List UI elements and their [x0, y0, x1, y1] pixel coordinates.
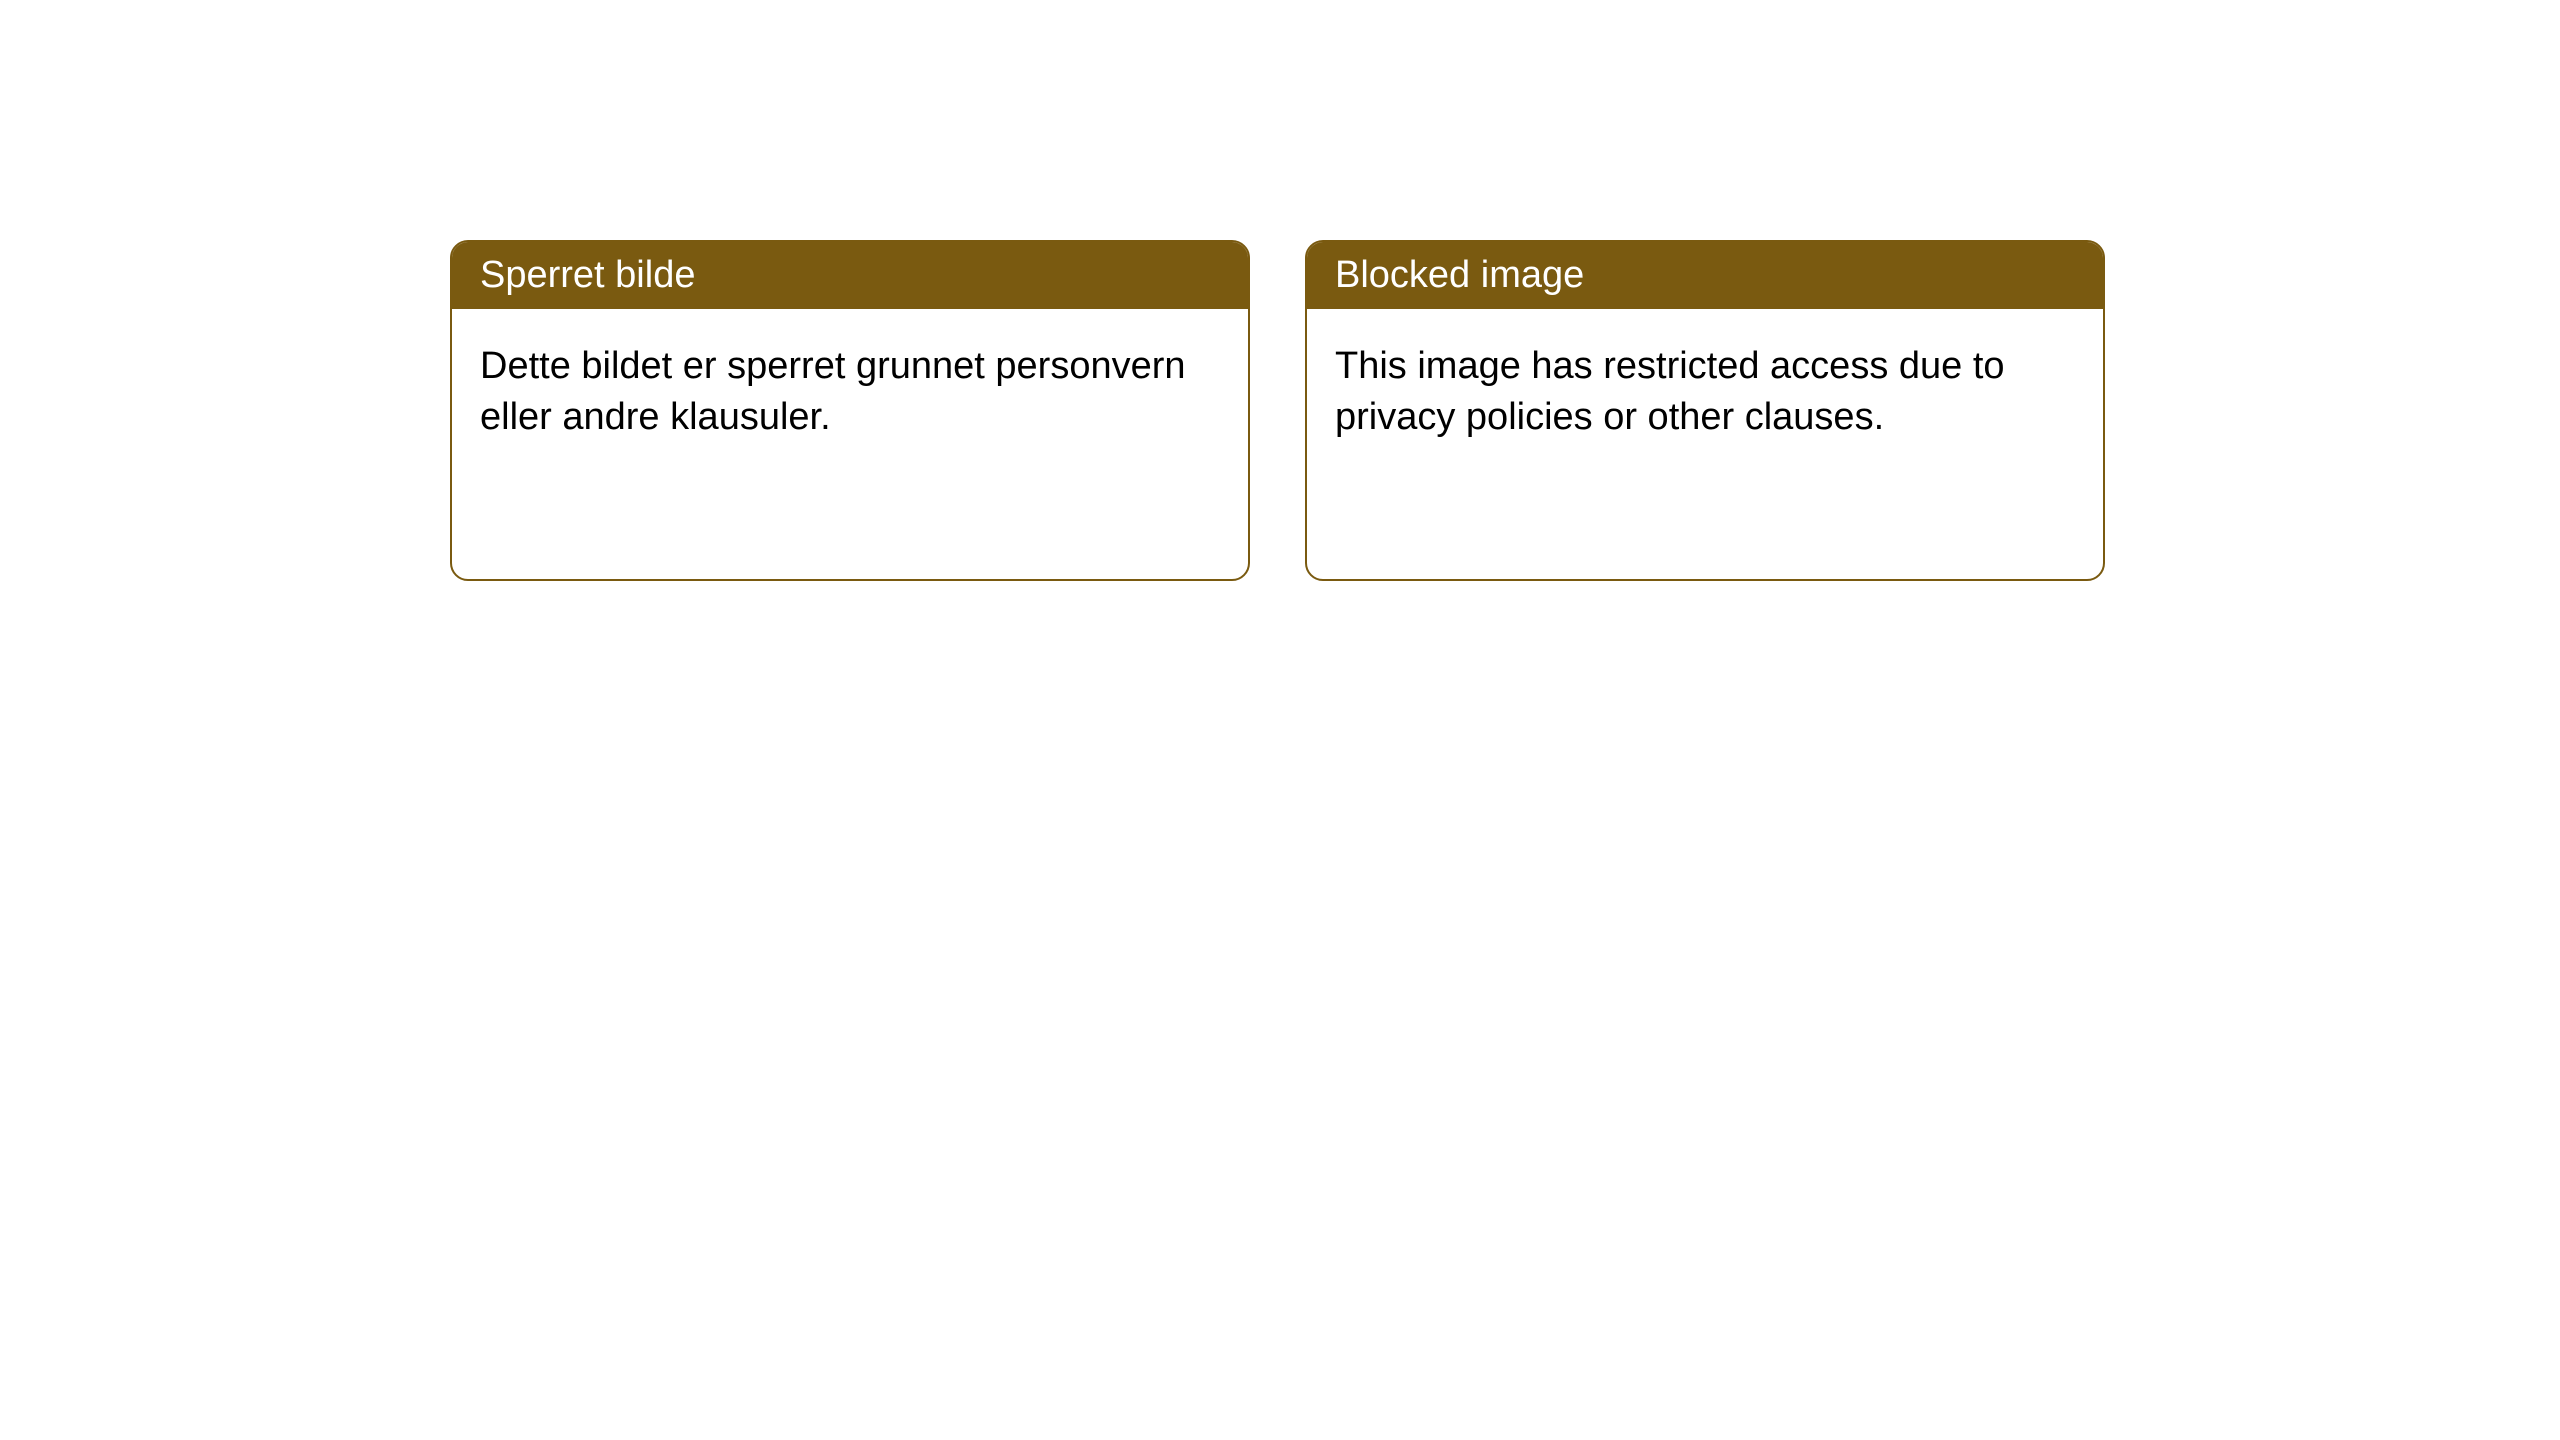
- notice-card-norwegian: Sperret bilde Dette bildet er sperret gr…: [450, 240, 1250, 581]
- notice-card-body: This image has restricted access due to …: [1307, 309, 2103, 579]
- notice-card-title: Sperret bilde: [452, 242, 1248, 309]
- notice-container: Sperret bilde Dette bildet er sperret gr…: [450, 240, 2105, 581]
- notice-card-english: Blocked image This image has restricted …: [1305, 240, 2105, 581]
- notice-card-title: Blocked image: [1307, 242, 2103, 309]
- notice-card-body: Dette bildet er sperret grunnet personve…: [452, 309, 1248, 579]
